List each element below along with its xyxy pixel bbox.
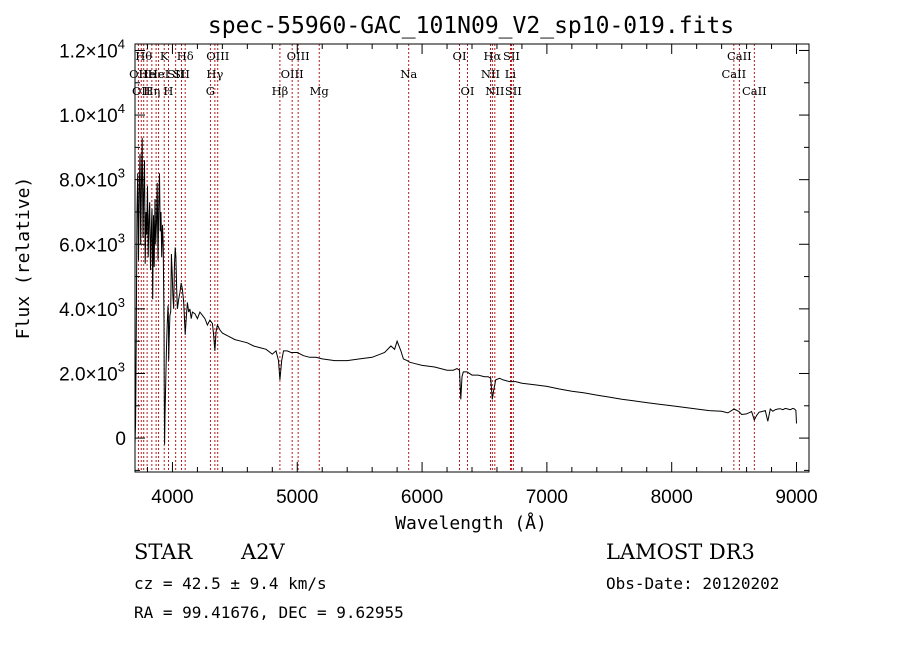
line-label-12: G: [206, 84, 215, 98]
y-tick-label-3: 6.0×103: [59, 230, 125, 256]
line-label-29: CaII: [727, 49, 752, 63]
ra-dec: RA = 99.41676, DEC = 9.62955: [134, 603, 404, 622]
x-tick-label-0: 4000: [151, 487, 193, 508]
line-label-28: CaII: [721, 67, 746, 81]
x-tick-label-2: 6000: [401, 487, 443, 508]
spectral-line-labels: OIIOIIHθHeHηHeHeIKHSIISIIHδGHγOIIIHβOIII…: [129, 49, 767, 98]
line-label-27: SII: [505, 84, 522, 98]
y-axis-label: Flux (relative): [13, 177, 34, 340]
x-tick-label-4: 8000: [651, 487, 693, 508]
line-label-0: OII: [129, 67, 148, 81]
line-label-18: Mg: [310, 84, 330, 98]
y-tick-exponent-6: 4: [118, 36, 125, 51]
line-label-14: OIII: [206, 49, 229, 63]
chart-title: spec-55960-GAC_101N09_V2_sp10-019.fits: [208, 13, 734, 39]
line-label-11: Hδ: [177, 49, 194, 63]
y-tick-label-0: 0: [115, 429, 126, 450]
object-class: STAR: [134, 540, 193, 564]
line-label-22: NII: [481, 67, 500, 81]
y-tick-exponent-3: 3: [118, 230, 125, 245]
line-label-20: OI: [453, 49, 467, 63]
object-subclass: A2V: [241, 540, 285, 564]
spectral-line-markers: [137, 44, 755, 472]
x-axis-label: Wavelength (Å): [395, 512, 547, 534]
y-tick-mantissa-3: 6.0×10: [59, 235, 118, 256]
line-label-4: Hη: [143, 84, 160, 98]
y-tick-exponent-4: 3: [118, 166, 125, 181]
y-tick-mantissa-1: 2.0×10: [59, 364, 118, 385]
y-tick-label-6: 1.2×104: [59, 36, 125, 62]
line-label-13: Hγ: [206, 67, 223, 81]
line-label-6: HeI: [148, 67, 169, 81]
line-label-26: SII: [503, 49, 520, 63]
y-tick-label-5: 1.0×104: [59, 101, 125, 127]
y-tick-label-1: 2.0×103: [59, 359, 125, 385]
line-label-25: Li: [505, 67, 517, 81]
y-tick-exponent-1: 3: [118, 359, 125, 374]
x-tick-label-1: 5000: [276, 487, 318, 508]
line-label-16: OIII: [281, 67, 304, 81]
y-tick-mantissa-6: 1.2×10: [59, 41, 118, 62]
line-label-15: Hβ: [272, 84, 289, 98]
y-tick-mantissa-4: 8.0×10: [59, 171, 118, 192]
observation-date: Obs-Date: 20120202: [606, 574, 780, 593]
line-label-5: He: [148, 67, 165, 81]
line-label-7: K: [160, 49, 169, 63]
line-label-3: He: [139, 67, 156, 81]
line-label-2: Hθ: [135, 49, 152, 63]
x-tick-label-5: 9000: [775, 487, 817, 508]
line-label-1: OII: [132, 84, 151, 98]
y-tick-exponent-2: 3: [118, 295, 125, 310]
line-label-21: OI: [461, 84, 475, 98]
spectrum-line: [134, 137, 797, 445]
line-label-23: Hα: [483, 49, 501, 63]
redshift-cz: cz = 42.5 ± 9.4 km/s: [134, 574, 327, 593]
survey-name: LAMOST DR3: [606, 540, 755, 564]
line-label-30: CaII: [742, 84, 767, 98]
y-tick-label-4: 8.0×103: [59, 166, 125, 192]
y-tick-mantissa-5: 1.0×10: [59, 106, 118, 127]
line-label-17: OIII: [287, 49, 310, 63]
line-label-10: SII: [173, 67, 190, 81]
line-label-24: NII: [485, 84, 504, 98]
line-label-9: SII: [167, 67, 184, 81]
y-tick-mantissa-2: 4.0×10: [59, 300, 118, 321]
y-tick-exponent-5: 4: [118, 101, 125, 116]
y-tick-mantissa-0: 0: [115, 429, 126, 450]
line-label-8: H: [163, 84, 173, 98]
x-tick-label-3: 7000: [526, 487, 568, 508]
y-tick-label-2: 4.0×103: [59, 295, 125, 321]
plot-axes: 4000 5000 6000 7000 8000 900002.0×1034.0×1036…: [59, 36, 818, 508]
line-label-19: Na: [400, 67, 417, 81]
plot-frame: [134, 43, 810, 473]
